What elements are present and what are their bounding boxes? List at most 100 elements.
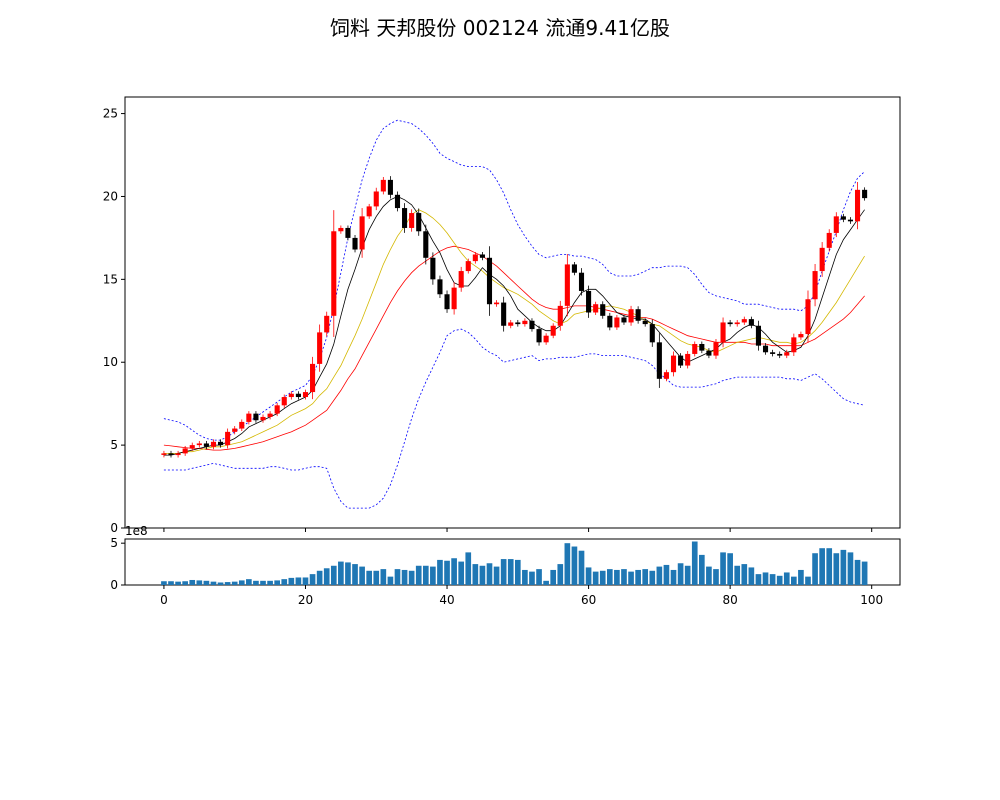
- candle: [663, 369, 669, 382]
- candle: [614, 314, 620, 330]
- volume-bar: [196, 580, 203, 585]
- candle: [373, 187, 379, 211]
- volume-bar: [791, 576, 797, 585]
- candle-body: [571, 264, 577, 273]
- volume-bar: [203, 580, 210, 585]
- candle: [798, 331, 804, 340]
- candle-body: [706, 350, 712, 356]
- volume-bar: [564, 543, 571, 585]
- candle: [161, 450, 167, 458]
- volume-bar: [557, 564, 564, 585]
- candle-body: [479, 254, 485, 258]
- candle: [239, 419, 245, 432]
- candle-body: [345, 227, 351, 238]
- candle-body: [720, 322, 726, 343]
- candle-body: [784, 352, 790, 356]
- candle: [777, 351, 783, 359]
- candle: [182, 445, 188, 456]
- volume-bar: [323, 568, 330, 585]
- candle: [862, 187, 868, 201]
- volume-bar: [663, 564, 670, 585]
- candle-body: [260, 416, 266, 421]
- candle-body: [748, 319, 754, 326]
- candle: [232, 426, 238, 435]
- volume-bar: [592, 571, 599, 585]
- candle-body: [218, 441, 224, 446]
- volume-bar: [394, 569, 401, 585]
- volume-bar: [819, 548, 825, 585]
- volume-bar: [330, 565, 337, 585]
- candle-body: [168, 453, 174, 456]
- volume-bar: [231, 581, 238, 585]
- candle-body: [847, 219, 854, 222]
- candle-body: [515, 322, 521, 325]
- candle: [564, 254, 570, 317]
- volume-bar: [309, 574, 316, 585]
- candle-body: [663, 372, 669, 379]
- volume-bar: [345, 562, 351, 585]
- volume-bar: [373, 570, 380, 585]
- candle: [501, 296, 507, 332]
- candle: [196, 440, 202, 448]
- volume-bar: [677, 563, 684, 585]
- volume-bar: [550, 569, 557, 585]
- volume-bar: [380, 569, 387, 585]
- candle: [833, 212, 839, 238]
- candle: [203, 440, 209, 450]
- candle-body: [586, 290, 592, 313]
- volume-bar: [444, 560, 450, 585]
- candle: [819, 242, 825, 277]
- candle: [423, 224, 429, 265]
- candle: [607, 312, 613, 331]
- volume-bar: [642, 569, 649, 585]
- candle-body: [317, 332, 323, 364]
- candle-body: [635, 309, 641, 321]
- volume-bar: [507, 559, 514, 585]
- volume-bar: [352, 564, 358, 585]
- volume-bar: [182, 581, 188, 585]
- candle-body: [529, 320, 535, 330]
- candle: [380, 176, 386, 195]
- candle-body: [465, 261, 471, 272]
- xtick-label: 40: [439, 593, 454, 607]
- candle-body: [678, 355, 684, 366]
- candle-body: [727, 322, 733, 325]
- chart-title: 饲料 天邦股份 002124 流通9.41亿股: [330, 16, 670, 40]
- candle: [175, 450, 181, 458]
- volume-bar: [168, 581, 174, 585]
- candle: [600, 301, 606, 319]
- volume-bar: [437, 559, 443, 585]
- candle-body: [494, 302, 500, 305]
- candle: [317, 324, 323, 372]
- candle-body: [359, 216, 365, 250]
- candle-body: [685, 353, 691, 366]
- candle-body: [734, 322, 740, 325]
- candle: [670, 351, 677, 377]
- candle-body: [755, 325, 761, 346]
- candle: [281, 394, 287, 408]
- volume-bar: [847, 552, 854, 585]
- volume-bar: [684, 565, 691, 585]
- volume-bar: [451, 558, 457, 585]
- candle: [345, 225, 351, 241]
- candle-body: [239, 421, 245, 429]
- volume-bar: [274, 580, 280, 585]
- candle-body: [854, 189, 861, 222]
- candle: [755, 320, 761, 351]
- volume-ytick-label: 5: [110, 536, 118, 550]
- candle-body: [557, 305, 563, 326]
- candle-body: [373, 191, 379, 207]
- candle-body: [642, 320, 648, 325]
- volume-bar: [288, 577, 295, 585]
- candle-body: [458, 271, 464, 288]
- candle: [628, 305, 634, 326]
- candle-body: [416, 213, 422, 232]
- volume-bar: [401, 569, 408, 585]
- volume-bar: [748, 567, 755, 585]
- candle: [586, 285, 592, 318]
- candle: [366, 203, 372, 219]
- candle-body: [310, 363, 316, 393]
- volume-bar: [387, 576, 394, 585]
- candle: [444, 290, 450, 313]
